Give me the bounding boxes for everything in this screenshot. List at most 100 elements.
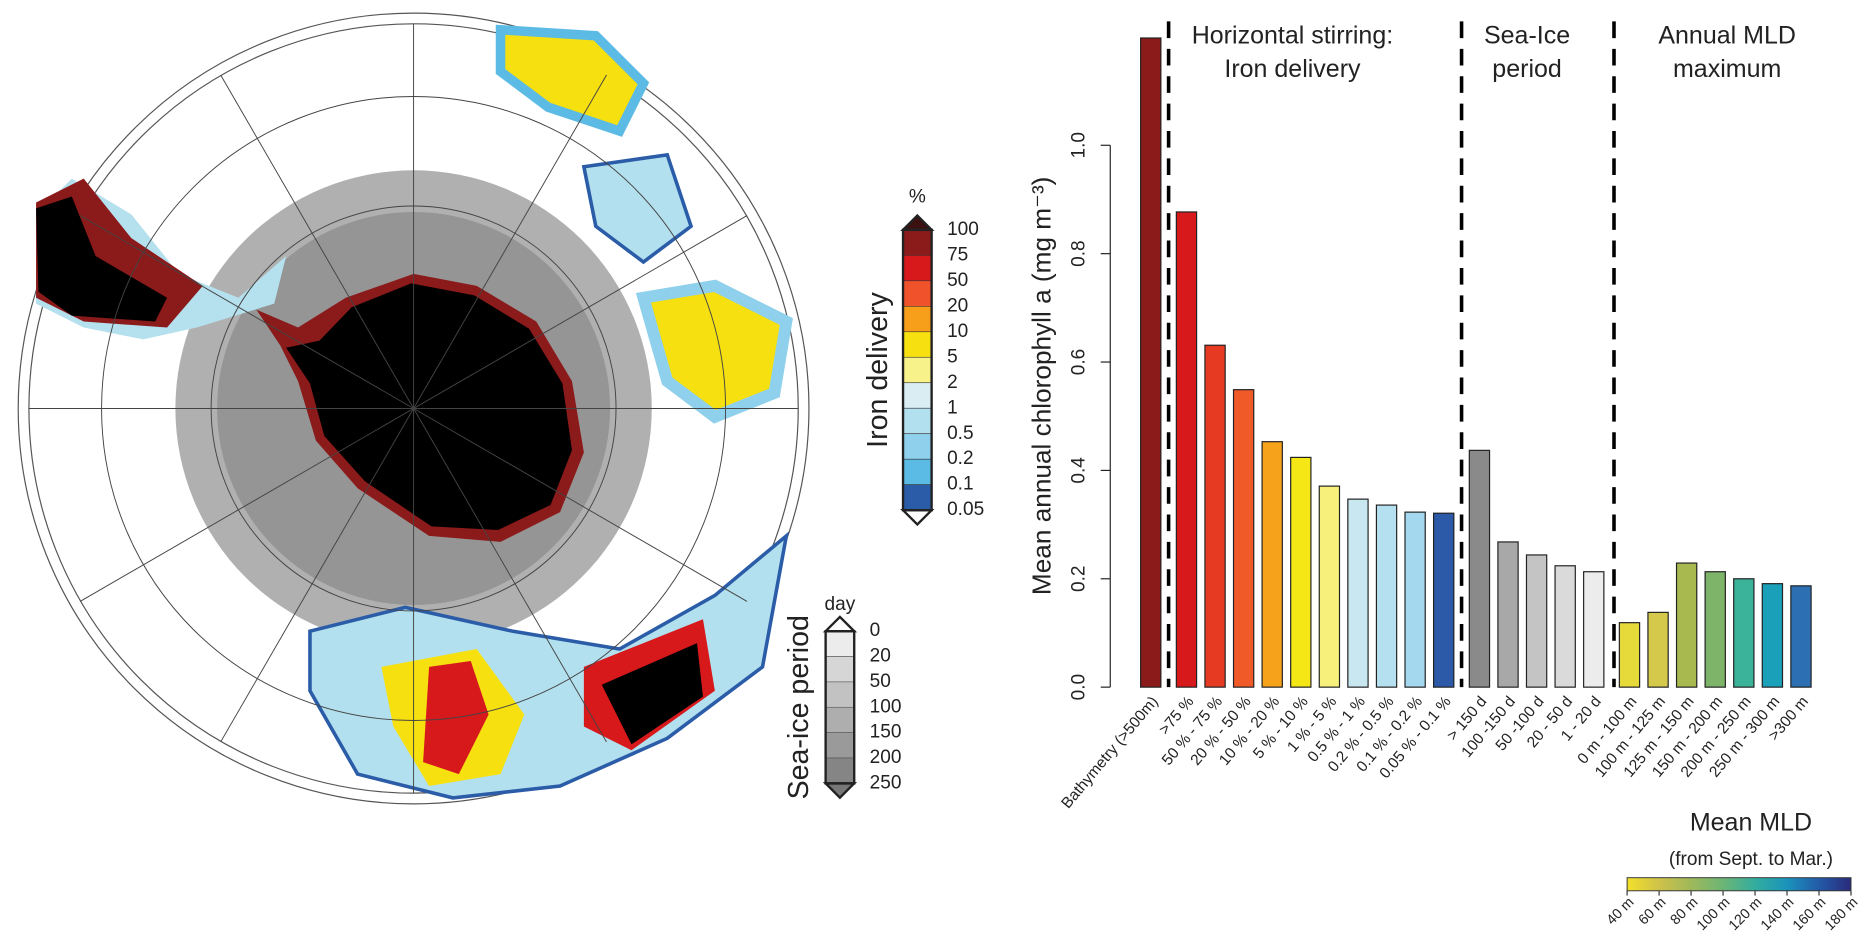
legend-bar: [1626, 877, 1852, 892]
bar: [1232, 389, 1255, 688]
legend-label: 1: [947, 397, 958, 418]
legend-label: 140 m: [1758, 895, 1797, 934]
legend-swatch: [902, 484, 932, 511]
bar: [1704, 571, 1726, 688]
section-title: Annual MLD: [1658, 22, 1796, 50]
map-iron-patch: [495, 24, 650, 137]
legend-label: 150: [870, 722, 902, 743]
legend-swatch: [902, 407, 932, 435]
legend-label: 0.05: [947, 499, 984, 520]
section-title: Iron delivery: [1224, 55, 1361, 83]
legend-label: 60 m: [1636, 895, 1670, 929]
legend-label: 250: [870, 772, 902, 793]
bar: [1583, 571, 1605, 688]
legend-label: 100: [947, 219, 979, 240]
bar: [1497, 541, 1519, 688]
legend-swatch: [825, 757, 855, 784]
legend-frame: [824, 629, 856, 785]
mld-legend: Mean MLD(from Sept. to Mar.)40 m60 m80 m…: [1604, 809, 1862, 934]
bar: [1618, 622, 1641, 688]
legend-title: Iron delivery: [862, 291, 894, 447]
legend-label: 0.1: [947, 474, 973, 495]
bar: [1375, 504, 1398, 688]
bar: [1790, 585, 1812, 688]
y-tick-label: 0.0: [1068, 674, 1089, 700]
map-antarctica: [286, 283, 572, 530]
legend-swatch: [902, 382, 932, 409]
bar: [1525, 554, 1548, 688]
legend-label: 75: [947, 244, 968, 265]
legend-label: 40 m: [1604, 895, 1638, 929]
legend-label: 5: [947, 346, 958, 367]
legend-swatch: [902, 229, 932, 256]
legend-swatch: [902, 306, 932, 333]
bar: [1733, 578, 1755, 688]
x-tick-label: Bathymetry (>500m): [1058, 693, 1161, 812]
legend-label: 20: [947, 295, 968, 316]
legend-label: 0: [870, 620, 881, 641]
legend-swatch: [902, 280, 932, 307]
legend-swatch: [825, 630, 855, 657]
graticule: [28, 23, 799, 794]
section-title: maximum: [1673, 55, 1781, 83]
y-tick-label: 1.0: [1068, 132, 1089, 158]
bar: [1647, 611, 1669, 688]
legend-swatch: [902, 433, 932, 460]
polar-map: [17, 12, 810, 805]
y-tick-label: 0.6: [1068, 349, 1089, 375]
map-land: [36, 196, 168, 322]
bar: [1261, 441, 1283, 688]
iron-legend: 100 75 50 20 10 5 2 1 0.5 0.2 0.1 0.05% Iron deliver…: [862, 187, 984, 527]
legend-label: 160 m: [1790, 895, 1829, 934]
legend-swatch: [825, 681, 855, 708]
section-title: period: [1492, 55, 1562, 83]
y-tick-label: 0.4: [1068, 457, 1089, 484]
legend-arrow: [900, 213, 935, 232]
legend-label: 0.2: [947, 448, 973, 469]
legend-label: 100: [870, 696, 902, 717]
legend-label: 0.5: [947, 423, 973, 444]
y-tick-label: 0.2: [1068, 566, 1089, 592]
legend-label: 100 m: [1694, 895, 1733, 934]
bar: [1432, 512, 1455, 688]
legend-swatch: [825, 732, 855, 759]
bar: [1554, 565, 1576, 688]
legend-swatch: [825, 706, 855, 733]
legend-swatch: [902, 255, 932, 282]
ice-legend: 0 20 50 100 150 200 250 day Sea-ice period: [783, 594, 901, 799]
bar: [1140, 37, 1162, 688]
bar: [1318, 485, 1341, 688]
legend-unit: day: [825, 594, 856, 615]
bar: [1675, 562, 1698, 688]
legend-label: 180 m: [1822, 895, 1861, 934]
legend-swatch: [902, 356, 932, 384]
bar: [1468, 449, 1491, 688]
legend-swatch: [902, 458, 932, 485]
legend-arrow: [900, 508, 935, 527]
map-iron-patch: [635, 279, 793, 424]
bar: [1204, 344, 1226, 688]
legend-label: 200: [870, 747, 902, 768]
bar: [1290, 456, 1312, 688]
section-title: Horizontal stirring:: [1192, 22, 1393, 50]
legend-frame: [901, 228, 933, 512]
legend-label: 2: [947, 372, 958, 393]
legend-title: Sea-ice period: [783, 615, 815, 799]
map-iron-patch: [581, 152, 694, 265]
legend-label: 10: [947, 321, 968, 342]
bar-chart: 0.0 0.2 0.4 0.6 0.8 1.0 Mean annual chlorophyl…: [1026, 21, 1812, 812]
legend-swatch: [825, 656, 855, 683]
legend-label: 120 m: [1726, 895, 1765, 934]
section-title: Sea-Ice: [1484, 22, 1570, 50]
y-axis-label: Mean annual chlorophyll a (mg m⁻³): [1026, 177, 1056, 595]
y-tick-label: 0.8: [1068, 240, 1089, 266]
bar: [1761, 583, 1784, 688]
legend-swatch: [902, 331, 932, 358]
legend-unit: %: [909, 187, 926, 208]
legend-label: 50: [870, 671, 891, 692]
legend-label: 50: [947, 270, 968, 291]
bar: [1347, 498, 1369, 688]
bar: [1404, 511, 1426, 688]
map-land: [601, 643, 703, 745]
